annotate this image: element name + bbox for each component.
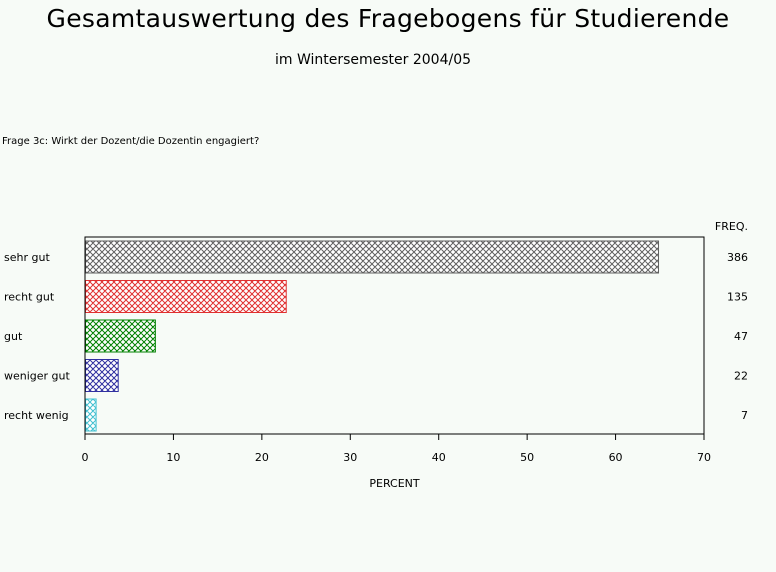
category-label: gut bbox=[4, 330, 23, 343]
category-label: weniger gut bbox=[4, 370, 71, 383]
bar-recht-wenig bbox=[85, 398, 97, 432]
freq-value: 386 bbox=[727, 251, 748, 264]
bar-weniger-gut bbox=[85, 359, 119, 392]
chart-subtitle: im Wintersemester 2004/05 bbox=[274, 52, 472, 68]
x-tick-label: 50 bbox=[520, 451, 534, 464]
freq-value: 47 bbox=[734, 330, 748, 343]
freq-value: 135 bbox=[727, 291, 748, 304]
x-tick-label: 30 bbox=[343, 451, 357, 464]
x-axis-label: PERCENT bbox=[369, 477, 420, 490]
chart-title: Gesamtauswertung des Fragebogens für Stu… bbox=[46, 4, 730, 33]
freq-value: 7 bbox=[741, 409, 748, 422]
freq-value: 22 bbox=[734, 370, 748, 383]
category-label: recht wenig bbox=[4, 409, 69, 422]
x-tick-label: 20 bbox=[255, 451, 269, 464]
freq-header: FREQ. bbox=[715, 220, 748, 233]
category-label: sehr gut bbox=[4, 251, 50, 264]
question-label: Frage 3c: Wirkt der Dozent/die Dozentin … bbox=[2, 136, 260, 147]
x-tick-label: 70 bbox=[697, 451, 711, 464]
plot-frame bbox=[84, 236, 705, 435]
bar-gut bbox=[85, 319, 156, 353]
category-label: recht gut bbox=[4, 291, 55, 304]
bar-recht-gut bbox=[85, 280, 287, 313]
x-tick-label: 40 bbox=[432, 451, 446, 464]
bar-sehr-gut bbox=[85, 240, 660, 274]
x-tick-label: 10 bbox=[166, 451, 180, 464]
x-tick-label: 0 bbox=[82, 451, 89, 464]
x-tick-label: 60 bbox=[609, 451, 623, 464]
